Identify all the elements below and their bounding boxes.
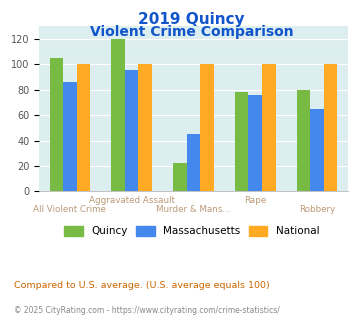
- Text: Murder & Mans...: Murder & Mans...: [156, 205, 231, 214]
- Bar: [187, 134, 200, 191]
- Text: Compared to U.S. average. (U.S. average equals 100): Compared to U.S. average. (U.S. average …: [14, 281, 270, 290]
- Legend: Quincy, Massachusetts, National: Quincy, Massachusetts, National: [60, 222, 323, 241]
- Bar: [200, 64, 214, 191]
- Text: Aggravated Assault: Aggravated Assault: [89, 196, 175, 205]
- Text: Rape: Rape: [244, 196, 266, 205]
- Text: 2019 Quincy: 2019 Quincy: [138, 12, 245, 26]
- Bar: [248, 95, 262, 191]
- Bar: [77, 64, 90, 191]
- Text: Robbery: Robbery: [299, 205, 335, 214]
- Text: © 2025 CityRating.com - https://www.cityrating.com/crime-statistics/: © 2025 CityRating.com - https://www.city…: [14, 306, 280, 315]
- Bar: [138, 64, 152, 191]
- Bar: [63, 82, 77, 191]
- Bar: [173, 163, 187, 191]
- Bar: [111, 39, 125, 191]
- Bar: [324, 64, 337, 191]
- Text: Violent Crime Comparison: Violent Crime Comparison: [90, 25, 294, 39]
- Bar: [297, 90, 310, 191]
- Bar: [310, 109, 324, 191]
- Text: All Violent Crime: All Violent Crime: [33, 205, 106, 214]
- Bar: [125, 70, 138, 191]
- Bar: [235, 92, 248, 191]
- Bar: [262, 64, 275, 191]
- Bar: [50, 58, 63, 191]
